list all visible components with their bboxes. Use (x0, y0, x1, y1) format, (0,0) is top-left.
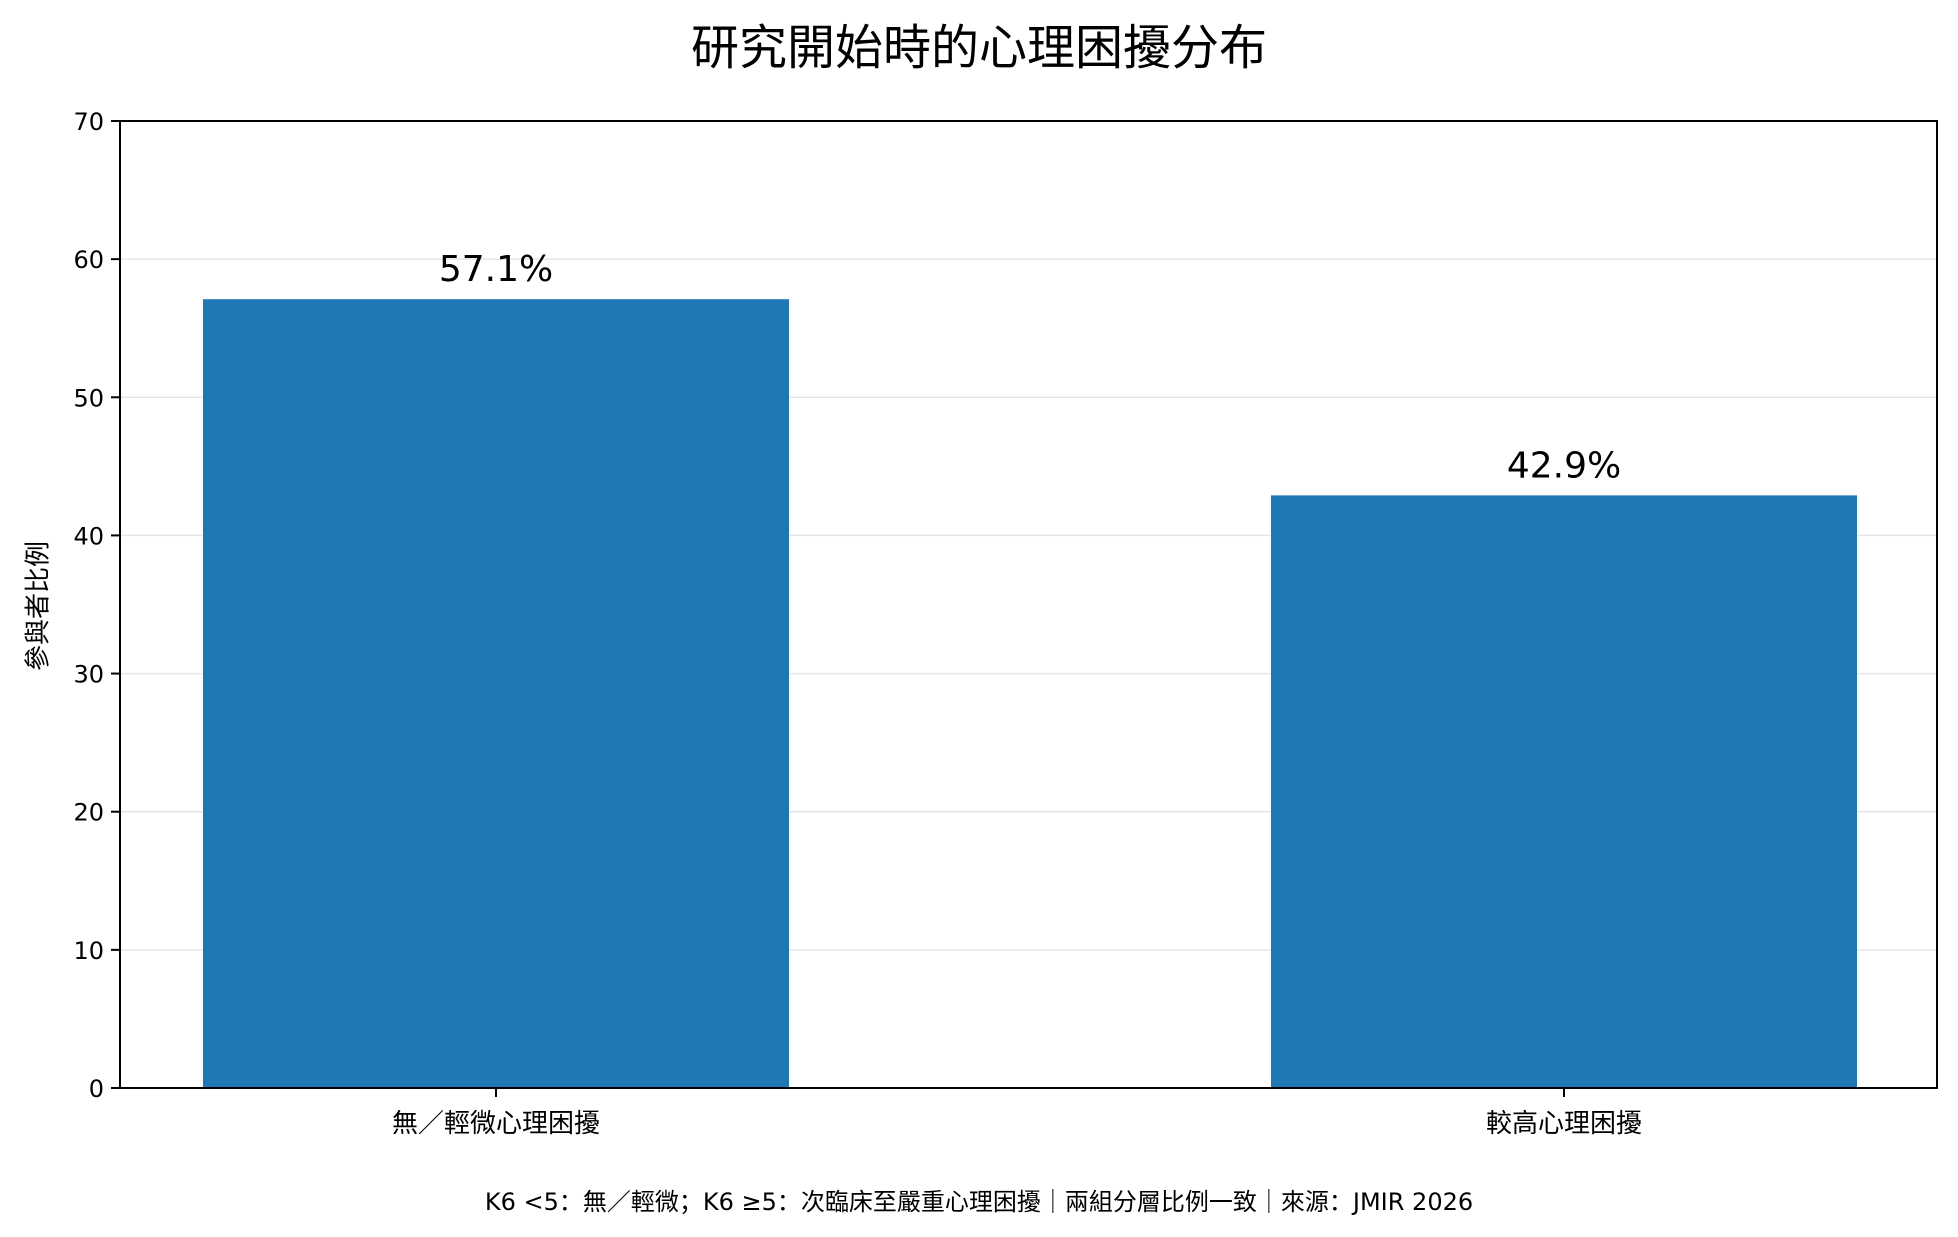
plot-frame (119, 120, 1938, 1089)
chart-footnote: K6 <5：無／輕微；K6 ≥5：次臨床至嚴重心理困擾｜兩組分層比例一致｜來源：… (484, 1188, 1474, 1216)
y-tick-label: 10 (73, 937, 104, 965)
x-tick-label: 無／輕微心理困擾 (392, 1109, 600, 1139)
y-tick-label: 20 (73, 799, 104, 827)
x-tick-label: 較高心理困擾 (1486, 1109, 1642, 1139)
axis-ticks: 0 10 20 30 40 50 60 70 57.1% 無／輕微心理困擾 42.9% 較高心理困擾 (73, 108, 1642, 1139)
bars (203, 299, 1857, 1088)
y-tick-label: 60 (73, 246, 104, 274)
y-tick-label: 30 (73, 661, 104, 689)
y-tick-label: 50 (73, 384, 104, 412)
bar (203, 299, 789, 1088)
chart-title: 研究開始時的心理困擾分布 (690, 20, 1267, 76)
y-tick-label: 0 (89, 1075, 104, 1103)
bar-value-label: 57.1% (439, 249, 553, 290)
bar-value-label: 42.9% (1507, 445, 1621, 486)
y-tick-label: 70 (73, 108, 104, 136)
y-tick-label: 40 (73, 522, 104, 550)
bar (1271, 495, 1857, 1088)
